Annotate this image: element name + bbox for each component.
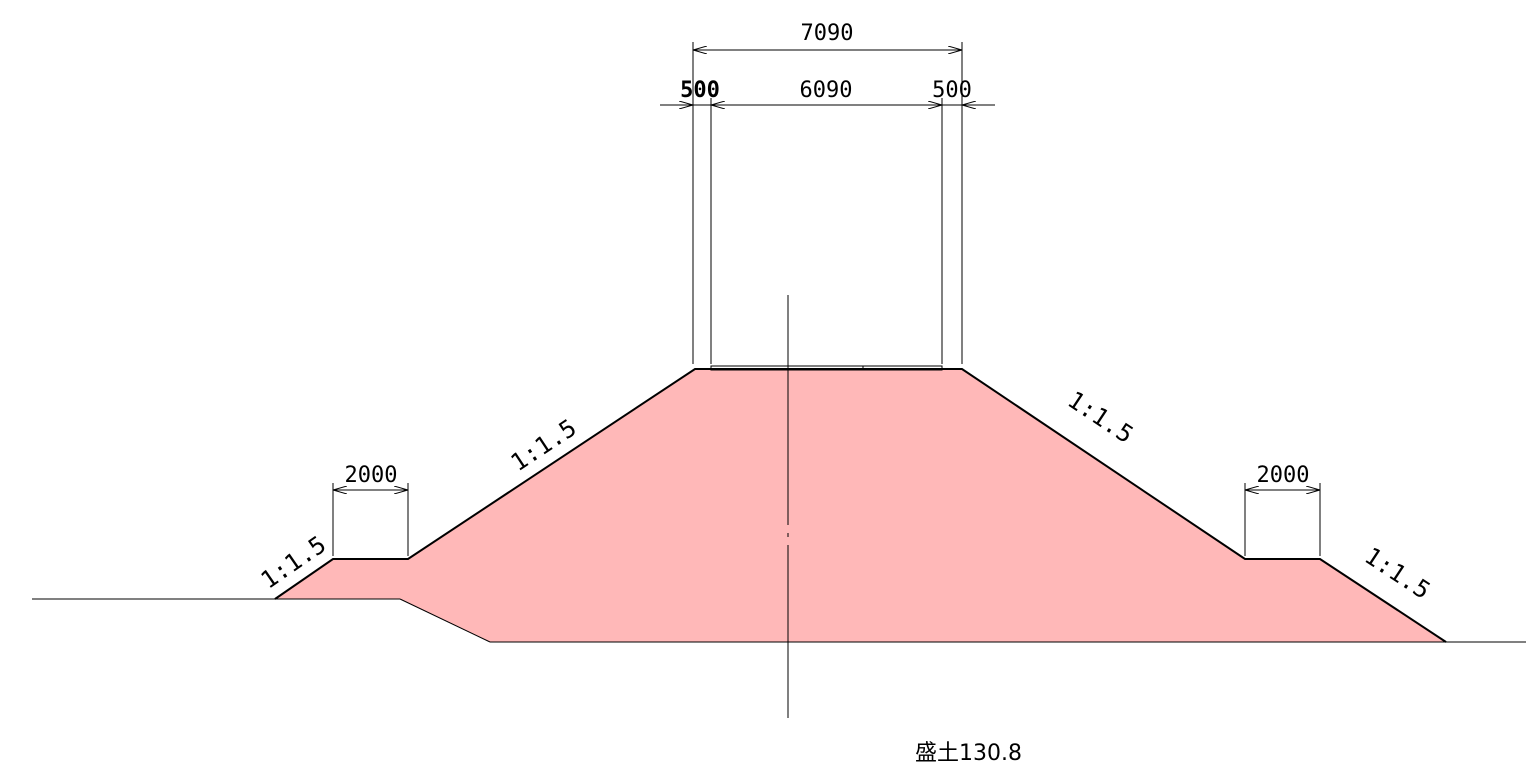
dim-right-shoulder: 500 [932,78,972,103]
slope-label-upper-right: 1:1.5 [1063,386,1139,449]
pavement-strip [710,365,943,371]
ground-step-line [399,598,491,643]
embankment-outline [274,368,1447,643]
dim-carriageway: 6090 [800,78,853,103]
dim-total-top-width: 7090 [801,21,854,46]
dim-left-berm: 2000 [345,463,398,488]
dim-left-shoulder: 500 [680,78,720,103]
dim-right-berm: 2000 [1257,463,1310,488]
embankment-fill-area [275,369,1446,642]
section-caption: 盛土130.8 [915,741,1022,766]
